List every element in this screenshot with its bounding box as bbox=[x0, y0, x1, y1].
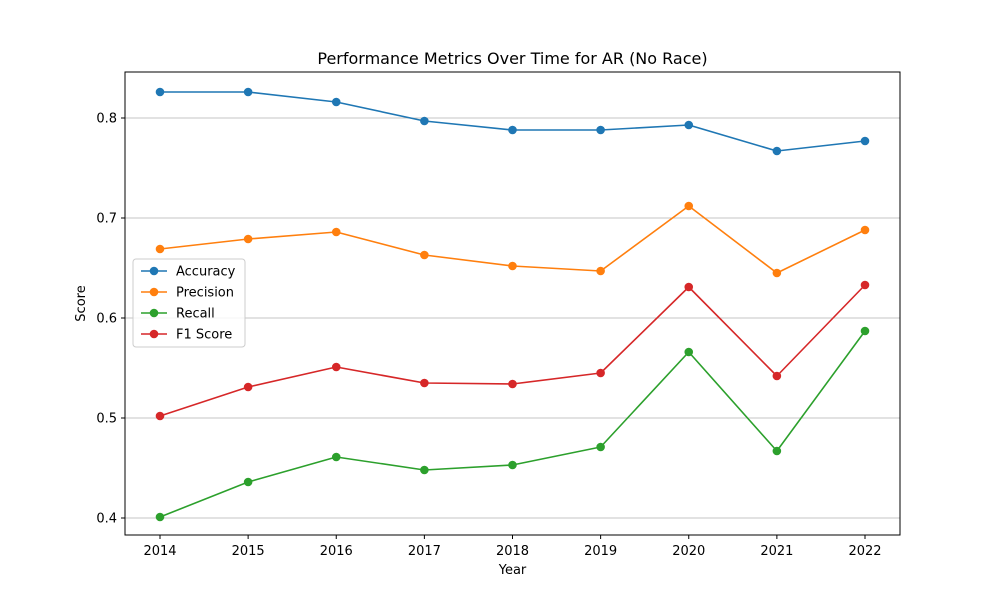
data-point-recall bbox=[420, 465, 429, 475]
series-line-f1-score bbox=[159, 284, 866, 417]
legend-item: F1 Score bbox=[141, 328, 232, 343]
y-tick-label: 0.5 bbox=[96, 412, 117, 427]
x-tick-label: 2016 bbox=[320, 544, 353, 559]
data-point-accuracy bbox=[243, 87, 253, 97]
y-tick-label: 0.6 bbox=[96, 312, 117, 327]
legend-label: Precision bbox=[176, 286, 234, 301]
data-point-f1-score bbox=[684, 282, 694, 292]
data-point-accuracy bbox=[420, 116, 429, 126]
x-tick-label: 2021 bbox=[760, 544, 793, 559]
data-point-accuracy bbox=[508, 125, 517, 135]
data-point-precision bbox=[508, 261, 517, 271]
data-point-precision bbox=[684, 201, 694, 211]
data-point-precision bbox=[243, 234, 253, 244]
x-axis: 2014 2015 2016 2017 2018 2019 2020 2021 2022 bbox=[143, 535, 882, 559]
data-point-recall bbox=[331, 452, 341, 462]
data-point-f1-score bbox=[860, 280, 870, 290]
legend-swatch-marker bbox=[149, 329, 159, 339]
data-point-recall bbox=[596, 442, 605, 452]
data-point-precision bbox=[772, 268, 782, 278]
data-point-recall bbox=[772, 446, 782, 456]
data-point-recall bbox=[243, 477, 253, 487]
y-axis-label: Score bbox=[74, 285, 89, 321]
data-point-f1-score bbox=[772, 371, 782, 381]
data-point-accuracy bbox=[860, 136, 870, 146]
data-point-recall bbox=[155, 512, 165, 522]
data-point-accuracy bbox=[772, 146, 782, 156]
legend-box bbox=[132, 258, 246, 348]
data-point-f1-score bbox=[331, 362, 341, 372]
x-tick-label: 2017 bbox=[408, 544, 441, 559]
y-tick-label: 0.8 bbox=[96, 112, 117, 127]
series-recall bbox=[155, 326, 870, 522]
data-point-f1-score bbox=[243, 382, 253, 392]
legend-swatch-marker bbox=[149, 308, 159, 318]
data-point-accuracy bbox=[684, 120, 694, 130]
data-point-precision bbox=[860, 225, 870, 235]
series-f1-score bbox=[155, 280, 870, 421]
data-point-precision bbox=[420, 250, 429, 260]
series-layer bbox=[155, 87, 870, 522]
data-point-f1-score bbox=[596, 368, 605, 378]
chart-title: Performance Metrics Over Time for AR (No… bbox=[317, 49, 707, 68]
legend-label: F1 Score bbox=[176, 328, 232, 343]
x-tick-label: 2022 bbox=[848, 544, 881, 559]
data-point-accuracy bbox=[596, 125, 605, 135]
legend-item: Accuracy bbox=[141, 265, 236, 280]
data-point-f1-score bbox=[155, 411, 165, 421]
series-line-accuracy bbox=[160, 91, 866, 152]
x-tick-label: 2020 bbox=[672, 544, 705, 559]
data-point-precision bbox=[155, 244, 165, 254]
data-point-f1-score bbox=[508, 379, 517, 389]
x-tick-label: 2015 bbox=[232, 544, 265, 559]
legend-swatch-marker bbox=[149, 287, 159, 297]
data-point-f1-score bbox=[420, 378, 429, 388]
grid-lines bbox=[125, 117, 900, 519]
data-point-precision bbox=[331, 227, 341, 237]
legend-label: Recall bbox=[176, 307, 215, 322]
y-tick-label: 0.4 bbox=[96, 512, 117, 527]
y-axis: 0.4 0.5 0.6 0.7 0.8 bbox=[96, 112, 125, 527]
x-tick-label: 2018 bbox=[496, 544, 529, 559]
series-accuracy bbox=[155, 87, 870, 156]
legend-swatch-marker bbox=[149, 266, 159, 276]
legend-item: Recall bbox=[141, 307, 215, 322]
data-point-accuracy bbox=[155, 87, 165, 97]
data-point-accuracy bbox=[331, 97, 341, 107]
data-point-recall bbox=[684, 347, 694, 357]
data-point-precision bbox=[596, 266, 605, 276]
x-tick-label: 2014 bbox=[143, 544, 176, 559]
series-precision bbox=[155, 201, 870, 278]
legend-label: Accuracy bbox=[176, 265, 236, 280]
legend: Accuracy Precision Recall F1 Score bbox=[132, 258, 246, 348]
data-point-recall bbox=[860, 326, 870, 336]
x-tick-label: 2019 bbox=[584, 544, 617, 559]
x-axis-label: Year bbox=[498, 563, 527, 578]
y-tick-label: 0.7 bbox=[96, 212, 117, 227]
data-point-recall bbox=[508, 460, 517, 470]
legend-item: Precision bbox=[141, 286, 234, 301]
